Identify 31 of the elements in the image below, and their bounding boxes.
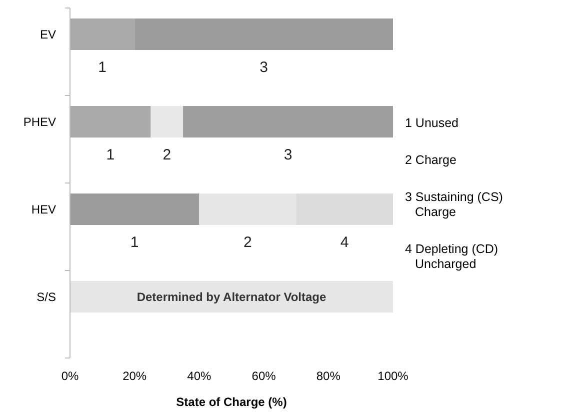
- annotation: 1: [106, 146, 115, 164]
- bar: [150, 106, 184, 138]
- y-tick-label: EV: [40, 27, 56, 42]
- text: 3 Sustaining (CS) Charge: [405, 190, 503, 219]
- x-axis-title: State of Charge (%): [176, 395, 287, 409]
- text: 2 Charge: [405, 152, 456, 167]
- bar: [134, 18, 393, 50]
- annotation: 3: [284, 146, 292, 164]
- y-tick-label: HEV: [31, 202, 56, 216]
- x-tick-label: 0%: [61, 369, 79, 383]
- annotation: 1: [98, 59, 106, 76]
- annotation: Determined by Alternator Voltage: [136, 290, 327, 304]
- text: 1 Unused: [405, 116, 459, 130]
- x-tick-label: 20%: [122, 369, 147, 383]
- bar: [183, 106, 393, 138]
- bar: [70, 106, 151, 138]
- bar: [70, 18, 135, 50]
- x-tick-label: 60%: [252, 369, 276, 383]
- annotation: 2: [162, 146, 172, 164]
- annotation: 3: [260, 59, 268, 76]
- x-tick-label: 100%: [378, 369, 409, 383]
- annotation: 1: [130, 234, 139, 251]
- x-tick-label: 80%: [316, 369, 341, 383]
- text: 4 Depleting (CD) Uncharged: [405, 242, 498, 271]
- annotation: 4: [340, 234, 349, 251]
- y-tick-label: S/S: [36, 290, 56, 304]
- bar: [70, 281, 393, 312]
- annotation: 2: [243, 234, 252, 251]
- y-tick-label: PHEV: [23, 114, 56, 129]
- x-tick-label: 40%: [187, 369, 212, 383]
- bar: [70, 194, 200, 225]
